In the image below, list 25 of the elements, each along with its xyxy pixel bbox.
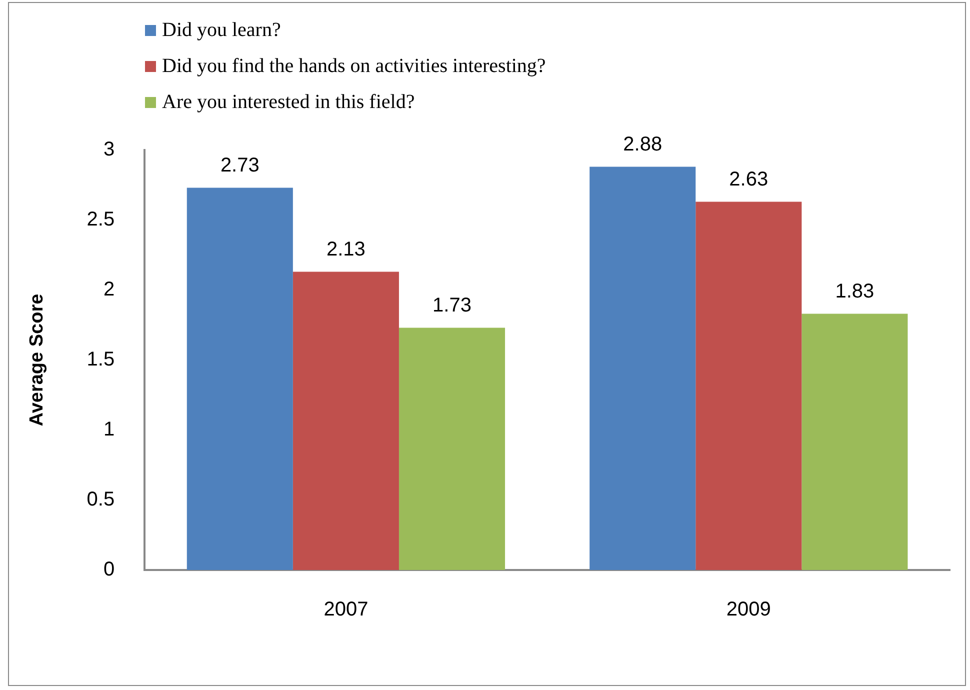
y-tick-label: 0.5 xyxy=(86,488,115,511)
x-tick-label: 2009 xyxy=(726,598,771,621)
bar xyxy=(802,314,908,570)
legend-label: Are you interested in this field? xyxy=(162,90,415,114)
y-tick-label: 1.5 xyxy=(86,348,115,371)
bar xyxy=(186,188,293,570)
bar xyxy=(292,272,399,570)
bar xyxy=(398,328,506,570)
bar xyxy=(696,202,802,570)
data-label: 1.73 xyxy=(432,294,472,316)
y-tick-label: 1 xyxy=(103,418,115,441)
data-label: 2.73 xyxy=(220,154,260,176)
bar xyxy=(590,166,696,570)
legend-label: Did you learn? xyxy=(162,18,281,42)
y-tick-label: 0 xyxy=(103,558,115,581)
data-label: 1.83 xyxy=(835,280,874,302)
x-tick-label: 2007 xyxy=(324,598,368,621)
data-label: 2.88 xyxy=(623,133,662,156)
y-tick-label: 3 xyxy=(103,138,115,161)
data-label: 2.13 xyxy=(326,238,366,260)
y-tick-label: 2 xyxy=(103,278,115,301)
y-tick-label: 2.5 xyxy=(86,208,115,231)
y-axis-title: Average Score xyxy=(26,294,48,426)
data-label: 2.63 xyxy=(729,168,768,190)
legend-label: Did you find the hands on activities interesting? xyxy=(162,54,546,78)
